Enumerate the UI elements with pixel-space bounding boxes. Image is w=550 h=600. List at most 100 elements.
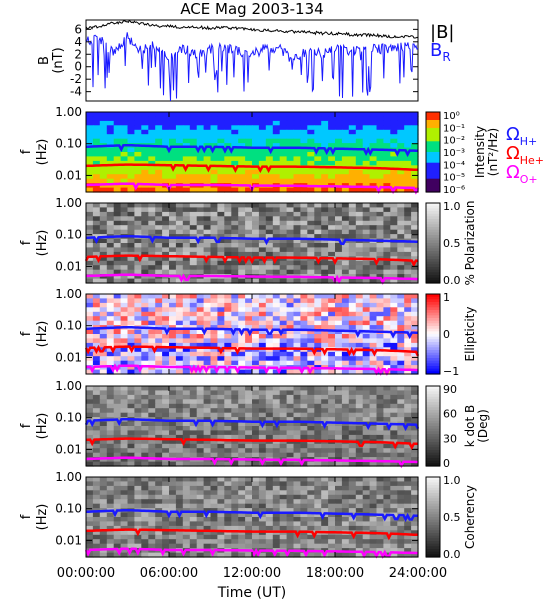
spectrogram-cell: [113, 134, 122, 140]
spectrogram-cell: [362, 494, 371, 500]
spectrogram-cell: [182, 265, 191, 271]
spectrogram-cell: [348, 342, 357, 348]
spectrogram-cell: [335, 294, 343, 299]
spectrogram-cell: [210, 408, 218, 414]
spectrogram-cell: [127, 530, 135, 536]
spectrogram-cell: [155, 439, 163, 445]
spectrogram-cell: [134, 434, 142, 440]
spectrogram-cell: [411, 539, 419, 545]
spectrogram-cell: [134, 307, 142, 313]
spectrogram-cell: [175, 525, 184, 531]
spectrogram-cell: [238, 543, 246, 549]
spectrogram-cell: [314, 320, 322, 326]
spectrogram-cell: [134, 125, 142, 131]
spectrogram-cell: [245, 229, 253, 235]
spectrogram-cell: [134, 448, 142, 454]
spectrogram-cell: [335, 399, 343, 405]
spectrogram-cell: [369, 461, 378, 467]
spectrogram-cell: [196, 134, 205, 140]
spectrogram-cell: [155, 125, 163, 131]
spectrogram-cell: [127, 390, 135, 396]
spectrogram-cell: [238, 269, 246, 275]
spectrogram-cell: [86, 448, 94, 454]
spectrogram-cell: [411, 338, 419, 344]
b-axis-label-line: (nT): [51, 47, 66, 73]
spectrogram-cell: [362, 477, 371, 482]
spectrogram-cell: [279, 238, 288, 244]
spectrogram-cell: [196, 138, 205, 144]
spectrogram-cell: [106, 147, 115, 153]
spectrogram-cell: [397, 351, 405, 357]
spectrogram-cell: [411, 342, 419, 348]
spectrogram-cell: [210, 490, 218, 496]
spectrogram-cell: [272, 499, 281, 505]
spectrogram-cell: [341, 448, 350, 454]
spectrogram-cell: [286, 129, 295, 135]
spectrogram-cell: [245, 174, 253, 180]
spectrogram-cell: [203, 120, 212, 126]
spectrogram-cell: [210, 443, 218, 449]
colorbar-cell: [426, 407, 440, 411]
spectrogram-cell: [182, 512, 191, 518]
spectrogram-cell: [321, 229, 329, 235]
spectrogram-cell: [265, 269, 274, 275]
spectrogram-cell: [92, 390, 101, 396]
spectrogram-cell: [279, 125, 288, 131]
spectrogram-cell: [300, 338, 308, 344]
spectrogram-cell: [210, 503, 218, 509]
spectrogram-cell: [314, 517, 322, 522]
spectrogram-cell: [231, 394, 239, 400]
spectrogram-cell: [217, 408, 225, 414]
spectrogram-cell: [224, 211, 232, 217]
spectrogram-cell: [99, 187, 108, 193]
spectrogram-cell: [106, 112, 115, 117]
spectrogram-cell: [134, 494, 142, 500]
spectrogram-cell: [217, 351, 225, 357]
spectrogram-cell: [134, 298, 142, 304]
spectrogram-cell: [106, 203, 115, 208]
colorbar-cell: [426, 391, 440, 395]
spectrogram-cell: [175, 490, 184, 496]
spectrogram-cell: [335, 356, 343, 362]
spectrogram-cell: [390, 490, 398, 496]
spectrogram-cell: [224, 426, 232, 431]
spectrogram-cell: [328, 156, 336, 162]
spectrogram-cell: [335, 307, 343, 313]
spectrogram-cell: [148, 426, 156, 431]
spectrogram-cell: [328, 187, 336, 193]
spectrogram-cell: [238, 278, 246, 284]
spectrogram-cell: [286, 360, 295, 366]
spectrogram-cell: [189, 169, 198, 175]
spectrogram-cell: [404, 134, 412, 140]
spectrogram-cell: [397, 265, 405, 271]
spectrogram-cell: [314, 399, 322, 405]
spectrogram-cell: [265, 307, 274, 313]
spectrogram-cell: [252, 251, 260, 257]
spectrogram-cell: [210, 125, 218, 131]
spectrogram-cell: [245, 412, 253, 418]
spectrogram-cell: [210, 439, 218, 445]
spectrogram-cell: [120, 512, 129, 518]
spectrogram-cell: [404, 351, 412, 357]
spectrogram-cell: [411, 116, 419, 122]
spectrogram-cell: [196, 356, 205, 362]
spectrogram-cell: [210, 138, 218, 144]
spectrogram-cell: [328, 243, 336, 248]
spectrogram-cell: [217, 325, 225, 331]
spectrogram-cell: [134, 342, 142, 348]
spectrogram-cell: [348, 265, 357, 271]
spectrogram-cell: [175, 320, 184, 326]
colorbar-frame: [425, 293, 441, 375]
spectrogram-cell: [169, 178, 177, 184]
spectrogram-cell: [189, 342, 198, 348]
spectrogram-cell: [141, 211, 149, 217]
spectrogram-cell: [148, 521, 156, 527]
spectrogram-cell: [162, 530, 170, 536]
spectrogram-cell: [155, 134, 163, 140]
spectrogram-cell: [314, 448, 322, 454]
spectrogram-cell: [404, 552, 412, 558]
spectrogram-cell: [210, 426, 218, 431]
spectrogram-cell: [169, 461, 177, 467]
spectrogram-cell: [390, 220, 398, 226]
spectrogram-cell: [134, 116, 142, 122]
